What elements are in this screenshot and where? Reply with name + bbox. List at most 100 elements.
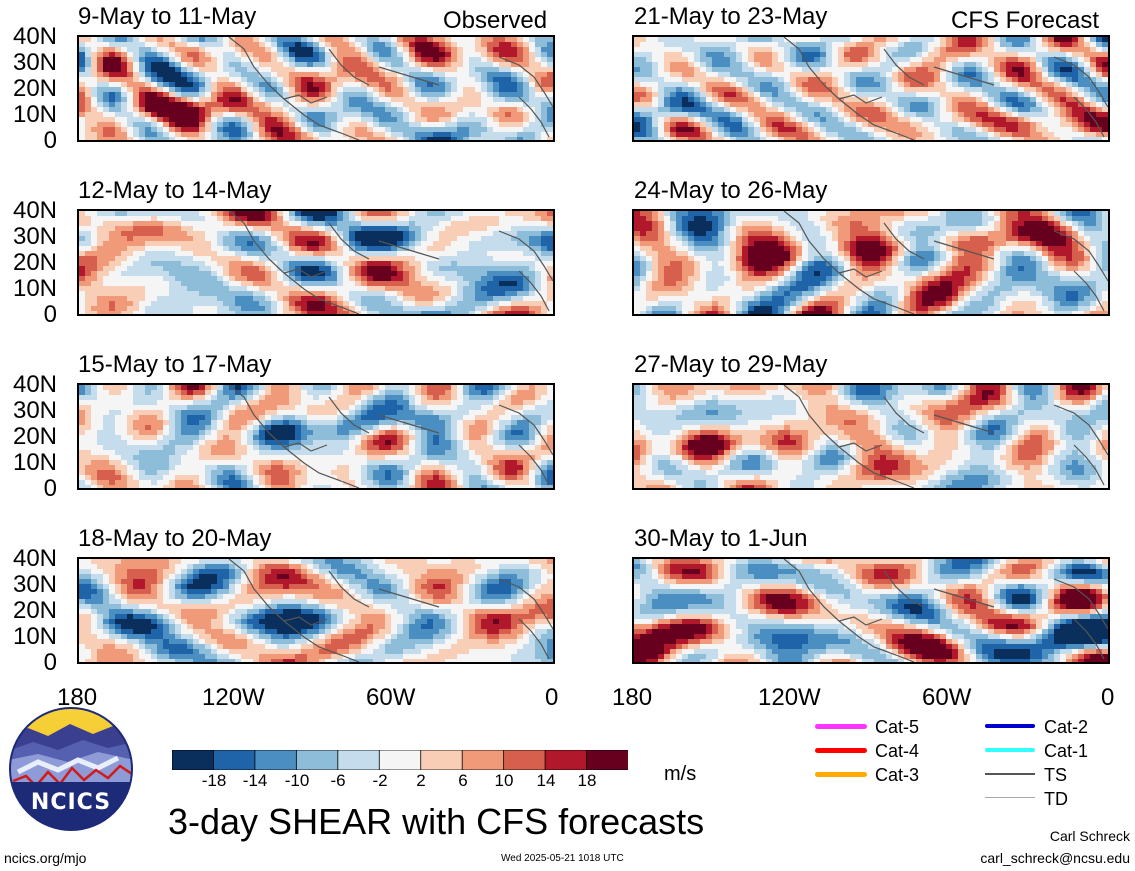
shear-field-4 xyxy=(79,559,553,662)
panel-title-2: 12-May to 14-May xyxy=(78,177,272,204)
colorbar-swatch xyxy=(461,749,505,771)
coastline xyxy=(228,37,553,140)
ytick-0: 0 xyxy=(43,475,57,502)
shear-field-5 xyxy=(634,37,1108,140)
cbar-label-9: 14 xyxy=(536,771,556,790)
legend-swatch-cat5 xyxy=(815,724,867,729)
shear-map-5 xyxy=(632,35,1110,142)
ytick-40n: 40N xyxy=(12,197,57,224)
panel-title-8: 30-May to 1-Jun xyxy=(634,525,808,552)
shear-map-1 xyxy=(77,35,555,142)
coastline xyxy=(228,385,553,488)
panel-title-5: 21-May to 23-May xyxy=(634,3,828,30)
xtick-180-right: 180 xyxy=(612,684,653,711)
legend-label-cat4: Cat-4 xyxy=(875,741,920,761)
legend-swatch-cat3 xyxy=(815,772,867,777)
panel-title-4: 18-May to 20-May xyxy=(78,525,272,552)
ytick-30n: 30N xyxy=(12,571,57,598)
shear-field-1 xyxy=(79,37,553,140)
shear-map-3 xyxy=(77,383,555,490)
cbar-label-5: -2 xyxy=(372,771,388,790)
coastline xyxy=(783,211,1108,314)
shear-field-6 xyxy=(634,211,1108,314)
footer-author: Carl Schreck xyxy=(1049,828,1130,844)
ncics-logo-icon xyxy=(9,707,133,831)
coastline xyxy=(783,559,1108,662)
cbar-label-4: -6 xyxy=(330,771,346,790)
colorbar-swatch xyxy=(295,749,339,771)
xtick-0-right: 0 xyxy=(1101,684,1115,711)
colorbar-swatch xyxy=(337,749,381,771)
ytick-10n: 10N xyxy=(12,101,57,128)
cfs-forecast-label: CFS Forecast xyxy=(951,7,1100,34)
colorbar-swatch xyxy=(254,749,298,771)
observed-label: Observed xyxy=(443,7,548,34)
colorbar-units: m/s xyxy=(664,763,697,785)
shear-map-4 xyxy=(77,557,555,664)
coastline xyxy=(228,211,553,314)
ytick-0: 0 xyxy=(43,127,57,154)
ytick-10n: 10N xyxy=(12,623,57,650)
legend-label-ts: TS xyxy=(1044,765,1068,785)
legend-label-cat3: Cat-3 xyxy=(875,765,920,785)
shear-field-2 xyxy=(79,211,553,314)
panel-title-3: 15-May to 17-May xyxy=(78,351,272,378)
ytick-20n: 20N xyxy=(12,423,57,450)
xtick-0-left: 0 xyxy=(545,684,559,711)
xtick-120w-right: 120W xyxy=(758,684,821,711)
cbar-label-1: -18 xyxy=(201,771,227,790)
ytick-20n: 20N xyxy=(12,75,57,102)
cbar-label-3: -10 xyxy=(284,771,310,790)
colorbar-swatch xyxy=(378,749,422,771)
legend-swatch-cat1 xyxy=(985,748,1035,752)
footer-timestamp: Wed 2025-05-21 1018 UTC xyxy=(501,853,624,864)
xtick-180-left: 180 xyxy=(57,684,98,711)
ytick-40n: 40N xyxy=(12,23,57,50)
ytick-0: 0 xyxy=(43,649,57,676)
panel-title-1: 9-May to 11-May xyxy=(78,3,257,30)
shear-field-8 xyxy=(634,559,1108,662)
footer-url[interactable]: ncics.org/mjo xyxy=(4,850,87,866)
colorbar-swatch xyxy=(586,749,629,771)
legend-swatch-ts xyxy=(985,773,1035,775)
ytick-20n: 20N xyxy=(12,249,57,276)
xtick-60w-left: 60W xyxy=(366,684,416,711)
shear-field-3 xyxy=(79,385,553,488)
colorbar-swatch xyxy=(171,749,215,771)
legend-swatch-cat4 xyxy=(815,748,867,753)
ytick-40n: 40N xyxy=(12,545,57,572)
ytick-0: 0 xyxy=(43,301,57,328)
legend-label-cat5: Cat-5 xyxy=(875,717,920,737)
ncics-logo: NCICS xyxy=(8,706,134,832)
colorbar-swatch xyxy=(420,749,464,771)
cbar-label-7: 6 xyxy=(458,771,468,790)
shear-map-8 xyxy=(632,557,1110,664)
cbar-label-10: 18 xyxy=(577,771,597,790)
ytick-10n: 10N xyxy=(12,449,57,476)
ytick-30n: 30N xyxy=(12,397,57,424)
ytick-30n: 30N xyxy=(12,49,57,76)
legend-swatch-td xyxy=(985,797,1035,798)
cbar-label-6: 2 xyxy=(416,771,426,790)
xtick-120w-left: 120W xyxy=(202,684,265,711)
colorbar-swatch xyxy=(544,749,588,771)
panel-title-7: 27-May to 29-May xyxy=(634,351,828,378)
ytick-40n: 40N xyxy=(12,371,57,398)
cbar-label-2: -14 xyxy=(242,771,268,790)
xtick-60w-right: 60W xyxy=(922,684,972,711)
panel-title-6: 24-May to 26-May xyxy=(634,177,828,204)
ytick-20n: 20N xyxy=(12,597,57,624)
colorbar-swatch xyxy=(503,749,546,771)
footer-email[interactable]: carl_schreck@ncsu.edu xyxy=(980,850,1130,866)
ytick-10n: 10N xyxy=(12,275,57,302)
main-title: 3-day SHEAR with CFS forecasts xyxy=(168,801,705,842)
shear-field-7 xyxy=(634,385,1108,488)
legend-swatch-cat2 xyxy=(985,724,1035,728)
colorbar-swatches xyxy=(171,749,629,771)
colorbar-swatch xyxy=(213,749,256,771)
coastline xyxy=(228,559,553,662)
legend-label-td: TD xyxy=(1044,789,1068,809)
legend-label-cat1: Cat-1 xyxy=(1044,741,1089,761)
cbar-label-8: 10 xyxy=(494,771,514,790)
colorbar xyxy=(171,749,629,771)
